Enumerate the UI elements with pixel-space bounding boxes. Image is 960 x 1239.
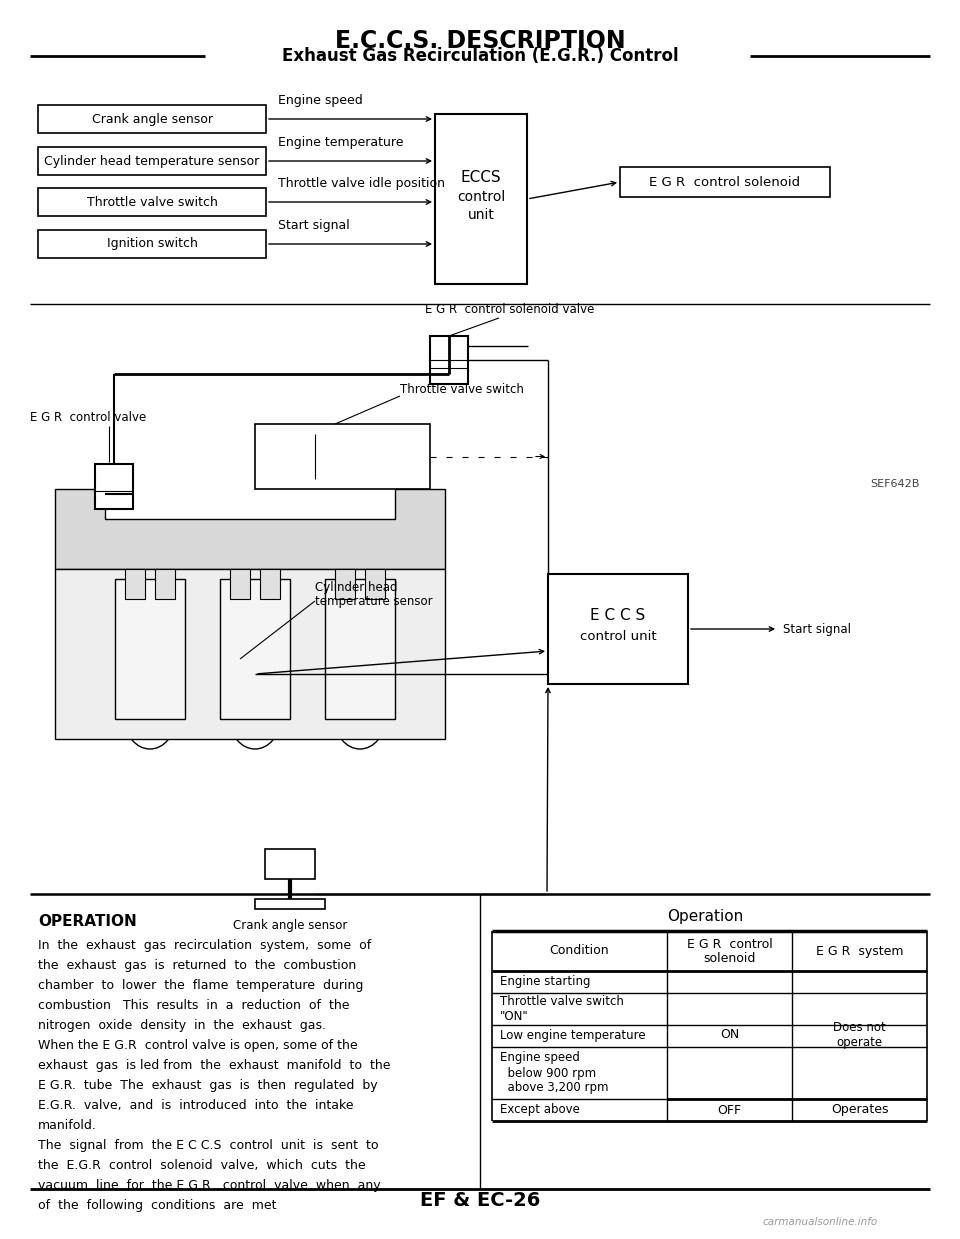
Text: Except above: Except above [500, 1104, 580, 1116]
Text: When the E G.R  control valve is open, some of the: When the E G.R control valve is open, so… [38, 1040, 358, 1052]
Text: the  E.G.R  control  solenoid  valve,  which  cuts  the: the E.G.R control solenoid valve, which … [38, 1158, 366, 1172]
Text: Engine temperature: Engine temperature [278, 136, 403, 149]
Text: exhaust  gas  is led from  the  exhaust  manifold  to  the: exhaust gas is led from the exhaust mani… [38, 1059, 391, 1072]
Text: Start signal: Start signal [783, 622, 851, 636]
Text: of  the  following  conditions  are  met: of the following conditions are met [38, 1199, 276, 1212]
Bar [260, 569, 280, 598]
Text: E.C.C.S. DESCRIPTION: E.C.C.S. DESCRIPTION [335, 28, 625, 53]
Text: E G R  control: E G R control [686, 938, 773, 950]
Bar [265, 849, 315, 878]
Text: E.G.R.  valve,  and  is  introduced  into  the  intake: E.G.R. valve, and is introduced into the… [38, 1099, 353, 1111]
Text: In  the  exhaust  gas  recirculation  system,  some  of: In the exhaust gas recirculation system,… [38, 939, 372, 952]
Bar [365, 569, 385, 598]
Text: control: control [457, 190, 505, 204]
Text: Crank angle sensor: Crank angle sensor [233, 919, 348, 932]
Bar [325, 579, 395, 719]
Text: Low engine temperature: Low engine temperature [500, 1030, 646, 1042]
Text: the  exhaust  gas  is  returned  to  the  combustion: the exhaust gas is returned to the combu… [38, 959, 356, 973]
Bar [620, 167, 830, 197]
Text: E G R  system: E G R system [816, 944, 903, 958]
Text: Cylinder head: Cylinder head [315, 581, 397, 593]
Polygon shape [55, 489, 445, 569]
Text: control unit: control unit [580, 631, 657, 643]
Text: Throttle valve idle position: Throttle valve idle position [278, 177, 445, 190]
Text: chamber  to  lower  the  flame  temperature  during: chamber to lower the flame temperature d… [38, 979, 364, 992]
Text: E G R  control valve: E G R control valve [30, 411, 146, 424]
Text: carmanualsonline.info: carmanualsonline.info [762, 1217, 877, 1227]
Text: Condition: Condition [550, 944, 610, 958]
Bar [255, 424, 430, 489]
Text: Engine speed: Engine speed [278, 94, 363, 107]
Text: Throttle valve switch
"ON": Throttle valve switch "ON" [500, 995, 624, 1023]
Text: Crank angle sensor: Crank angle sensor [91, 113, 212, 125]
Text: Ignition switch: Ignition switch [107, 238, 198, 250]
Bar [38, 188, 266, 216]
Text: unit: unit [468, 208, 494, 222]
Bar [55, 569, 445, 738]
Text: The  signal  from  the E C C.S  control  unit  is  sent  to: The signal from the E C C.S control unit… [38, 1139, 378, 1152]
Text: Does not
operate: Does not operate [833, 1021, 886, 1049]
Bar [125, 569, 145, 598]
Bar [38, 105, 266, 133]
Bar [335, 569, 355, 598]
Text: Cylinder head temperature sensor: Cylinder head temperature sensor [44, 155, 259, 167]
Text: Operates: Operates [830, 1104, 888, 1116]
Text: Throttle valve switch: Throttle valve switch [86, 196, 217, 208]
Text: ECCS: ECCS [461, 170, 501, 185]
Bar [38, 230, 266, 258]
Text: ON: ON [720, 1028, 739, 1042]
Text: combustion   This  results  in  a  reduction  of  the: combustion This results in a reduction o… [38, 999, 349, 1012]
Bar [220, 579, 290, 719]
Text: Throttle valve switch: Throttle valve switch [400, 383, 524, 396]
Text: OFF: OFF [717, 1104, 741, 1116]
Bar [548, 574, 688, 684]
Text: Operation: Operation [667, 909, 743, 924]
Text: E G.R.  tube  The  exhaust  gas  is  then  regulated  by: E G.R. tube The exhaust gas is then regu… [38, 1079, 377, 1092]
Text: solenoid: solenoid [704, 952, 756, 964]
Text: nitrogen  oxide  density  in  the  exhaust  gas.: nitrogen oxide density in the exhaust ga… [38, 1018, 326, 1032]
Bar [255, 900, 325, 909]
Text: OPERATION: OPERATION [38, 914, 136, 929]
Text: SEF642B: SEF642B [871, 479, 920, 489]
Text: Engine starting: Engine starting [500, 975, 590, 989]
Text: E G R  control solenoid: E G R control solenoid [649, 176, 801, 188]
Text: Exhaust Gas Recirculation (E.G.R.) Control: Exhaust Gas Recirculation (E.G.R.) Contr… [281, 47, 679, 64]
Text: Start signal: Start signal [278, 219, 349, 232]
Text: manifold.: manifold. [38, 1119, 97, 1132]
Text: vacuum  line  for  the E G.R   control  valve  when  any: vacuum line for the E G.R control valve … [38, 1180, 380, 1192]
Text: E C C S: E C C S [590, 607, 646, 622]
Bar [230, 569, 250, 598]
Bar [155, 569, 175, 598]
Text: EF & EC-26: EF & EC-26 [420, 1192, 540, 1211]
Bar [115, 579, 185, 719]
Text: E G R  control solenoid valve: E G R control solenoid valve [425, 304, 594, 316]
Bar [430, 336, 468, 384]
Bar [38, 147, 266, 175]
Bar [435, 114, 527, 284]
Bar [95, 463, 133, 509]
Text: temperature sensor: temperature sensor [315, 595, 433, 608]
Text: Engine speed
  below 900 rpm
  above 3,200 rpm: Engine speed below 900 rpm above 3,200 r… [500, 1052, 609, 1094]
